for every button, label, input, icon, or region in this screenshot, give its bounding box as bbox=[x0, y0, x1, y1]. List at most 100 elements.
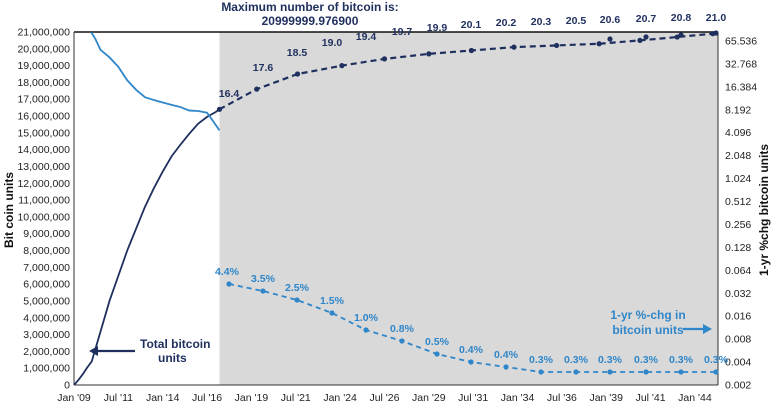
x-tick-label: Jan '24 bbox=[323, 392, 357, 404]
left-y-tick-label: 6,000,000 bbox=[23, 279, 70, 291]
total-bitcoin-data-label: 20.2 bbox=[496, 17, 517, 29]
right-y-tick-label: 4.096 bbox=[725, 127, 751, 139]
pct-change-data-label: 0.3% bbox=[669, 354, 694, 366]
left-y-tick-label: 3,000,000 bbox=[23, 329, 70, 341]
x-tick-label: Jan '29 bbox=[412, 392, 446, 404]
pct-change-point bbox=[399, 338, 405, 344]
x-tick-label: Jul '26 bbox=[369, 392, 399, 404]
pct-change-data-label: 0.3% bbox=[598, 354, 623, 366]
right-y-tick-label: 65.536 bbox=[725, 36, 757, 48]
pct-change-arrow-head bbox=[703, 324, 712, 334]
left-y-tick-label: 21,000,000 bbox=[17, 27, 70, 39]
pct-change-data-label: 0.3% bbox=[529, 354, 554, 366]
total-bitcoin-annotation: Total bitcoin units bbox=[89, 337, 210, 365]
left-y-tick-label: 10,000,000 bbox=[17, 211, 70, 223]
total-bitcoin-point bbox=[596, 41, 602, 47]
pct-change-data-label: 3.5% bbox=[251, 273, 276, 285]
pct-change-label-line2: bitcoin units bbox=[612, 323, 684, 337]
pct-change-point bbox=[573, 369, 579, 375]
left-y-tick-label: 19,000,000 bbox=[17, 60, 70, 72]
right-y-tick-label: 0.064 bbox=[725, 265, 751, 277]
left-y-tick-labels: 0 1,000,000 2,000,000 3,000,000 4,000,000 5,0… bbox=[17, 27, 70, 392]
total-bitcoin-data-label: 18.5 bbox=[287, 47, 308, 59]
left-y-tick-label: 11,000,000 bbox=[18, 195, 70, 207]
right-y-tick-label: 2.048 bbox=[725, 150, 751, 162]
pct-change-data-label: 4.4% bbox=[215, 266, 240, 278]
data-labels: 16.4 17.6 18.5 19.0 19.4 19.7 19.9 20.1 20.2 20.3… bbox=[215, 12, 729, 366]
total-bitcoin-data-label: 16.4 bbox=[219, 88, 240, 100]
x-tick-label: Jan '14 bbox=[146, 392, 180, 404]
series-points bbox=[216, 30, 719, 375]
total-bitcoin-data-label: 19.0 bbox=[322, 37, 343, 49]
total-bitcoin-label-line1: Total bitcoin bbox=[140, 337, 210, 351]
x-tick-label: Jul '41 bbox=[636, 392, 666, 404]
pct-change-point bbox=[713, 369, 719, 375]
total-bitcoin-data-label: 20.1 bbox=[461, 19, 482, 31]
right-y-tick-label: 0.032 bbox=[725, 288, 751, 300]
total-bitcoin-historical-line bbox=[73, 108, 220, 386]
pct-change-label-line1: 1-yr %-chg in bbox=[610, 308, 685, 322]
total-bitcoin-data-label: 20.5 bbox=[566, 15, 587, 27]
pct-change-data-label: 0.3% bbox=[704, 354, 729, 366]
right-y-tick-label: 0.128 bbox=[725, 242, 751, 254]
total-bitcoin-data-label: 20.6 bbox=[600, 14, 621, 26]
chart-title-line1: Maximum number of bitcoin is: bbox=[221, 0, 398, 14]
pct-change-annotation: 1-yr %-chg in bitcoin units bbox=[610, 308, 712, 337]
x-tick-label: Jul '16 bbox=[192, 392, 222, 404]
x-tick-label: Jan '09 bbox=[57, 392, 91, 404]
forecast-shaded-region bbox=[219, 32, 719, 385]
pct-change-point bbox=[294, 297, 300, 303]
right-y-tick-label: 0.016 bbox=[725, 311, 751, 323]
x-tick-labels: Jan '09 Jul '11 Jan '14 Jul '16 Jan '19 Jul '… bbox=[57, 392, 712, 404]
left-y-tick-label: 12,000,000 bbox=[17, 178, 70, 190]
total-bitcoin-data-label: 20.3 bbox=[531, 16, 552, 28]
pct-change-data-label: 0.3% bbox=[634, 354, 659, 366]
right-y-tick-label: 0.008 bbox=[725, 334, 751, 346]
x-tick-label: Jan '34 bbox=[501, 392, 535, 404]
right-y-tick-label: 0.512 bbox=[725, 196, 751, 208]
x-tick-label: Jul '36 bbox=[547, 392, 577, 404]
right-y-tick-label: 0.256 bbox=[725, 219, 751, 231]
pct-change-data-label: 0.8% bbox=[390, 323, 415, 335]
pct-change-data-label: 0.4% bbox=[494, 349, 519, 361]
total-bitcoin-point bbox=[468, 47, 474, 54]
pct-change-data-label: 0.5% bbox=[425, 336, 450, 348]
left-y-tick-label: 7,000,000 bbox=[23, 262, 70, 274]
right-y-tick-label: 0.004 bbox=[725, 357, 751, 369]
pct-change-data-label: 0.4% bbox=[459, 344, 484, 356]
total-bitcoin-point bbox=[511, 44, 517, 50]
x-tick-label: Jul '31 bbox=[458, 392, 488, 404]
right-y-tick-label: 1.024 bbox=[725, 173, 751, 185]
pct-change-data-label: 1.0% bbox=[354, 312, 379, 324]
pct-change-point bbox=[643, 369, 649, 375]
x-tick-label: Jan '39 bbox=[589, 392, 623, 404]
total-bitcoin-point bbox=[426, 51, 432, 57]
right-y-tick-label: 8.192 bbox=[725, 104, 751, 116]
total-bitcoin-point bbox=[553, 42, 560, 49]
pct-change-point bbox=[538, 369, 544, 375]
total-bitcoin-point bbox=[381, 56, 388, 62]
left-axis-title: Bit coin units bbox=[2, 172, 16, 248]
total-bitcoin-arrow-head bbox=[89, 346, 98, 356]
total-bitcoin-point bbox=[637, 37, 643, 44]
pct-change-point bbox=[678, 369, 684, 375]
total-bitcoin-point bbox=[216, 106, 223, 112]
total-bitcoin-point bbox=[339, 63, 345, 69]
pct-change-data-label: 0.3% bbox=[564, 354, 589, 366]
right-y-tick-label: 0.002 bbox=[725, 380, 751, 392]
total-bitcoin-point bbox=[674, 34, 680, 40]
x-tick-label: Jan '19 bbox=[235, 392, 269, 404]
left-y-tick-label: 18,000,000 bbox=[17, 77, 70, 89]
total-bitcoin-point bbox=[713, 30, 719, 36]
total-bitcoin-data-label: 21.0 bbox=[706, 12, 727, 24]
left-y-tick-label: 13,000,000 bbox=[17, 161, 70, 173]
right-axis-title: 1-yr %chg bitcoin units bbox=[757, 144, 771, 276]
pct-change-point bbox=[434, 351, 440, 357]
left-y-tick-label: 16,000,000 bbox=[17, 111, 70, 123]
x-tick-label: Jul '21 bbox=[281, 392, 311, 404]
total-bitcoin-point bbox=[678, 32, 684, 38]
chart-title-line2: 20999999.976900 bbox=[262, 14, 359, 28]
right-y-tick-labels: 0.002 0.004 0.008 0.016 0.032 0.064 0.128 0.256… bbox=[725, 36, 757, 392]
total-bitcoin-point bbox=[607, 36, 613, 42]
